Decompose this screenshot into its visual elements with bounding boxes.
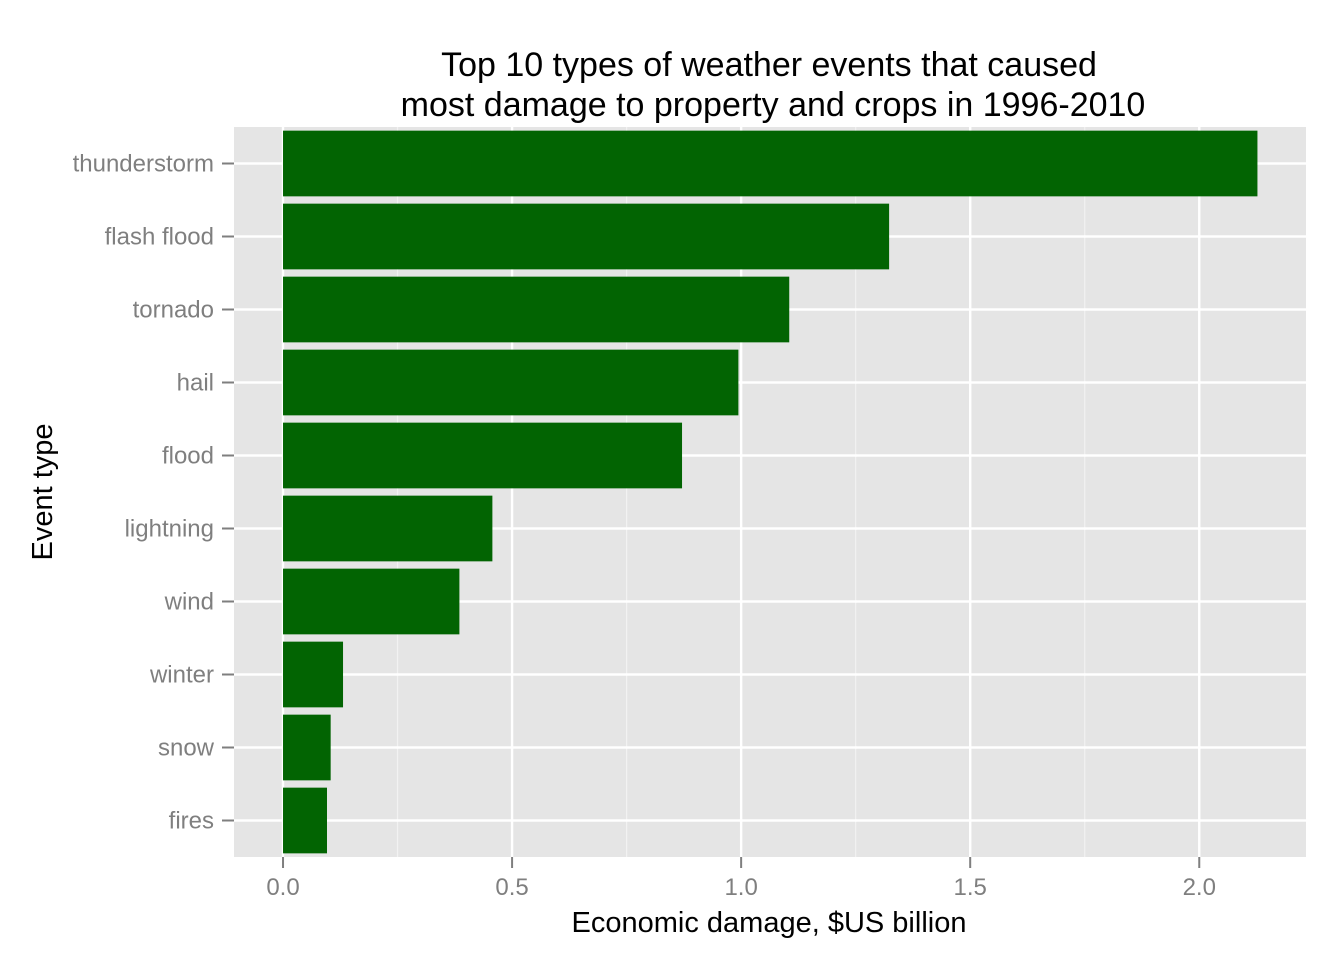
bar-tornado <box>283 276 790 343</box>
y-tick-label: fires <box>169 808 214 835</box>
x-axis: 0.0 0.5 1.0 1.5 2.0 <box>266 857 1216 901</box>
y-tick-label: tornado <box>133 297 214 324</box>
x-axis-title: Economic damage, $US billion <box>572 907 967 939</box>
y-axis-title: Event type <box>27 423 59 560</box>
bar-winter <box>283 641 344 708</box>
bar-thunderstorm <box>283 130 1258 197</box>
y-tick-label: thunderstorm <box>73 151 214 178</box>
bar-lightning <box>283 495 493 562</box>
bar-flash-flood <box>283 203 890 270</box>
y-tick-label: snow <box>158 735 215 762</box>
y-tick-label: winter <box>149 662 214 689</box>
bar-flood <box>283 422 683 489</box>
y-axis: thunderstorm flash flood tornado hail flood l… <box>73 151 234 835</box>
bar-fires <box>283 787 327 854</box>
y-tick-label: lightning <box>125 516 214 543</box>
bar-snow <box>283 714 331 781</box>
x-tick-label: 1.5 <box>954 874 987 901</box>
x-tick-label: 0.5 <box>495 874 528 901</box>
bar-wind <box>283 568 460 635</box>
y-tick-label: flood <box>162 443 214 470</box>
chart-title-line-1: Top 10 types of weather events that caus… <box>441 46 1097 84</box>
bar-hail <box>283 349 739 416</box>
x-tick-label: 1.0 <box>724 874 757 901</box>
y-tick-label: wind <box>164 589 214 616</box>
bars <box>283 130 1258 854</box>
y-tick-label: flash flood <box>105 224 214 251</box>
x-tick-label: 2.0 <box>1183 874 1216 901</box>
chart-title-line-2: most damage to property and crops in 199… <box>401 86 1146 124</box>
x-tick-label: 0.0 <box>266 874 299 901</box>
y-tick-label: hail <box>177 370 214 397</box>
